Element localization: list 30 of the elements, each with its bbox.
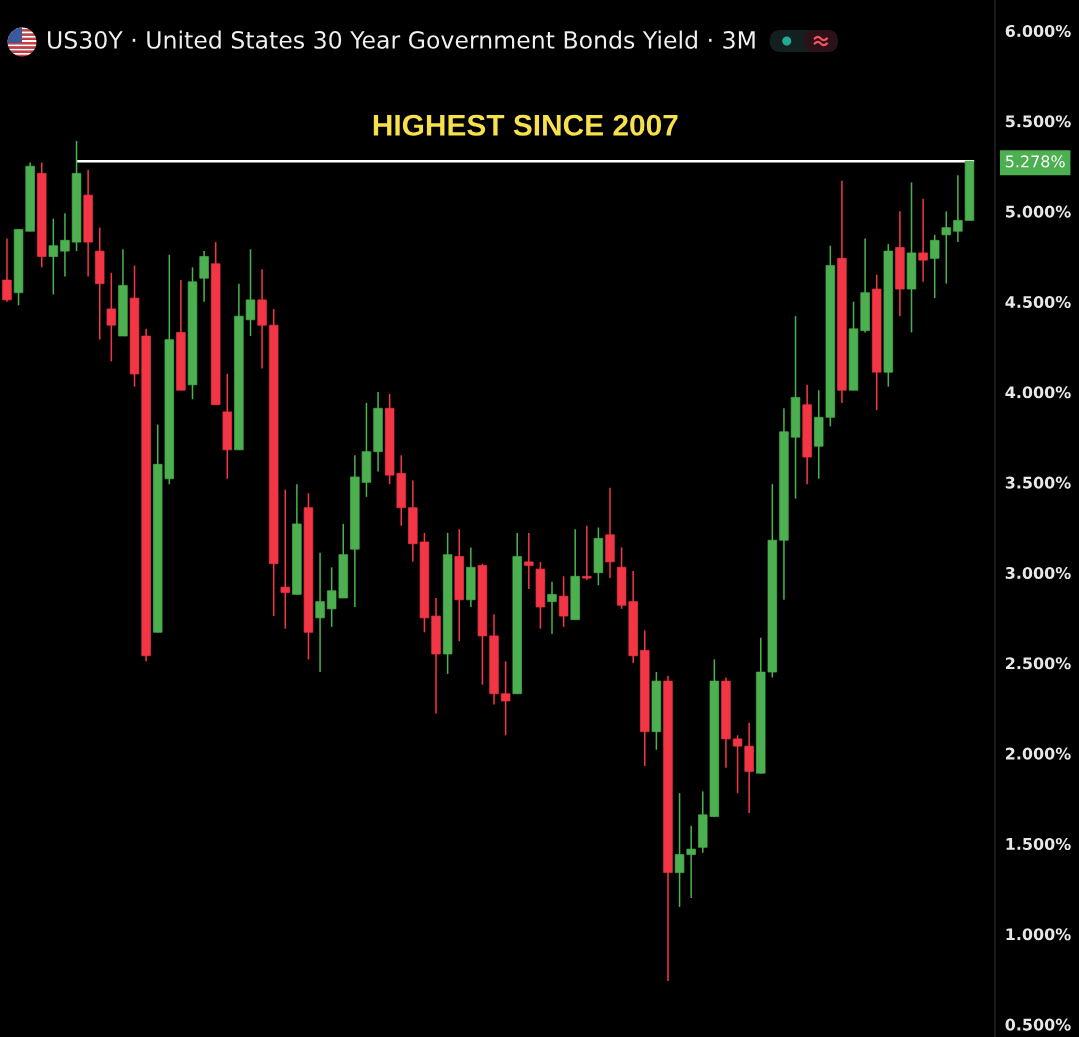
candlestick — [106, 272, 117, 363]
y-tick-label: 4.000% — [1005, 386, 1071, 399]
text: US30Y · United States 30 Year Government Bonds Yield · 3M — [48, 30, 755, 49]
y-tick-label: 2.500% — [1005, 657, 1071, 670]
y-tick-label: 3.000% — [1005, 566, 1071, 579]
candlestick — [2, 237, 12, 303]
candlestick — [524, 532, 534, 590]
y-tick-label: 2.000% — [1005, 747, 1071, 760]
candlestick — [280, 488, 290, 630]
y-tick-label: 1.500% — [1006, 837, 1071, 850]
candlestick — [60, 212, 70, 278]
candlestick — [582, 524, 592, 581]
candlestick — [930, 234, 940, 299]
candlestick — [48, 217, 59, 296]
y-tick-label: 0.500% — [1005, 1018, 1071, 1031]
candlestick — [918, 197, 928, 283]
y-tick-label: 5.000% — [1005, 205, 1071, 218]
y-tick-label: 3.500% — [1005, 476, 1071, 489]
candlestick — [547, 580, 557, 635]
y-tick-label: 1.000% — [1006, 928, 1071, 941]
y-tick-label: 4.500% — [1005, 295, 1071, 308]
candlestick — [315, 552, 325, 673]
y-tick-label: 6.000% — [1005, 24, 1071, 38]
ref-line-label: HIGHEST SINCE 2007 — [373, 114, 678, 136]
candlestick — [500, 660, 511, 737]
candlestick — [941, 210, 951, 285]
candlestick — [199, 250, 209, 303]
y-tick-label: 5.500% — [1005, 115, 1071, 128]
candlestick — [558, 575, 569, 628]
y-tick-label: 5.278% — [1005, 155, 1065, 168]
